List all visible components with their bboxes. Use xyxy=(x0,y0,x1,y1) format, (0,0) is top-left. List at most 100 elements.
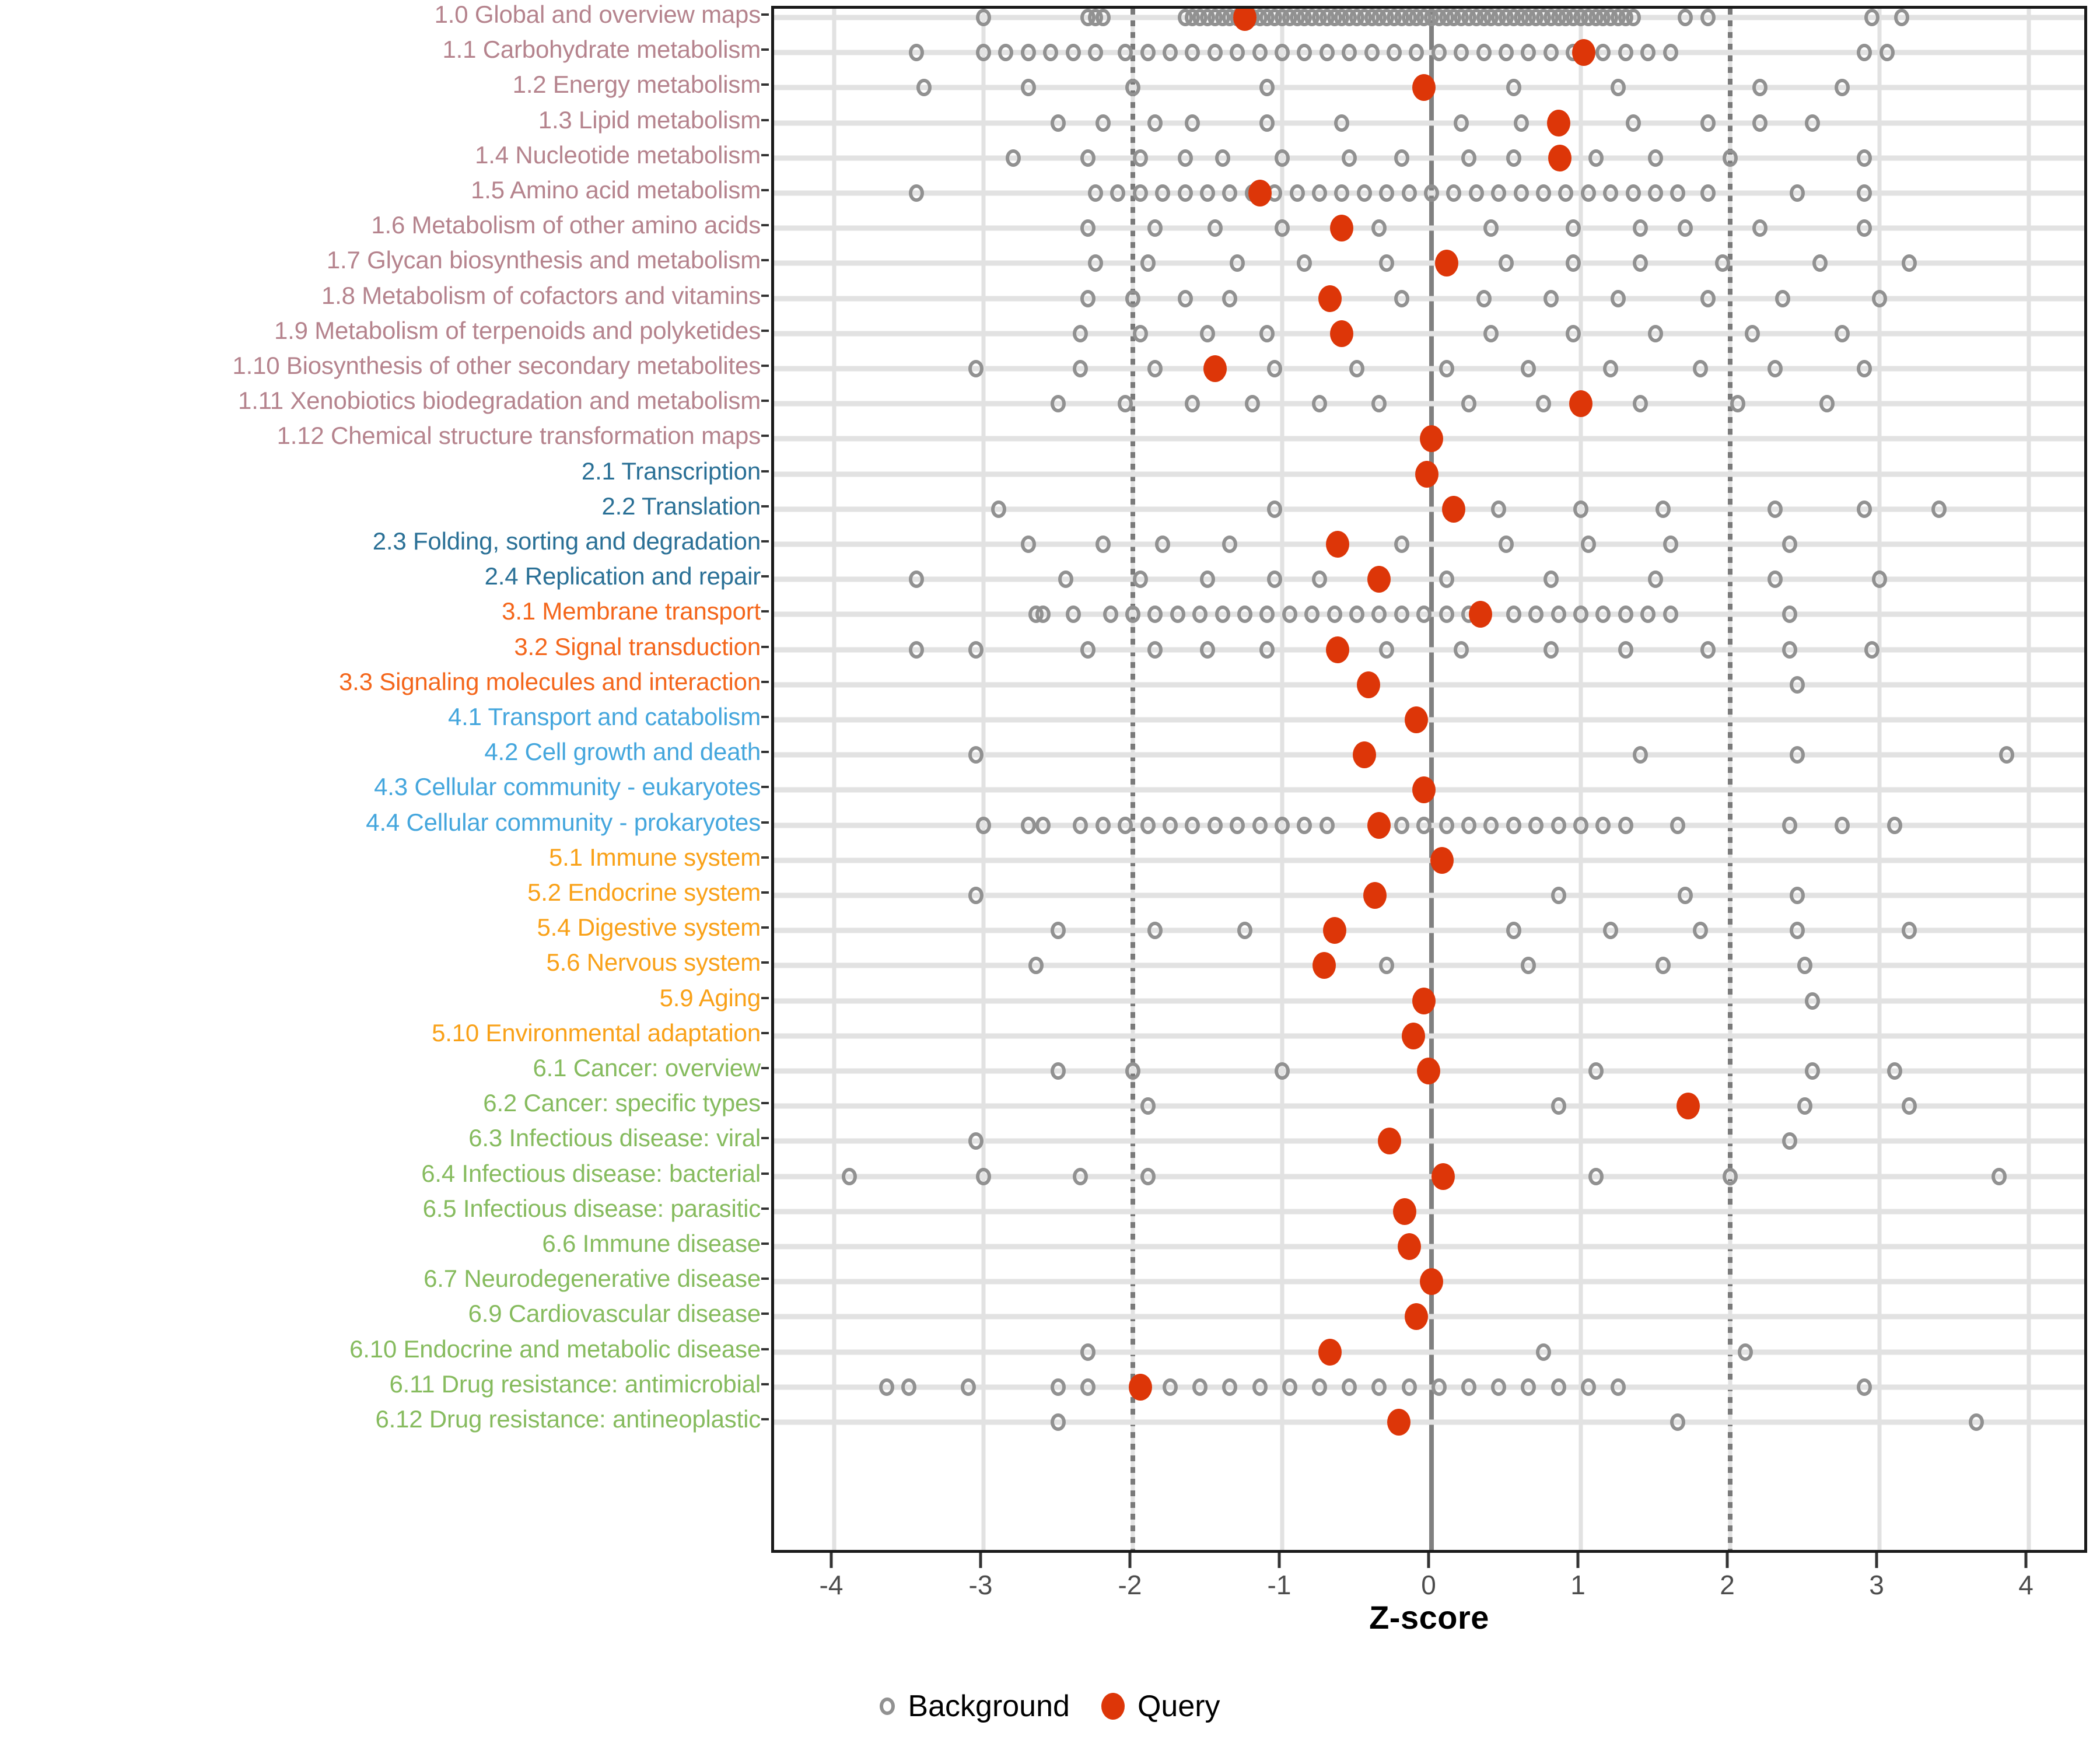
query-point[interactable] xyxy=(1378,1128,1402,1155)
query-point[interactable] xyxy=(1357,671,1381,698)
background-point xyxy=(1095,816,1111,834)
query-point[interactable] xyxy=(1325,531,1349,558)
y-axis-tick xyxy=(761,1242,769,1245)
background-point xyxy=(1065,606,1081,624)
query-point[interactable] xyxy=(1469,601,1493,628)
background-point xyxy=(1200,640,1215,659)
query-point[interactable] xyxy=(1416,1058,1440,1084)
background-point xyxy=(1528,606,1544,624)
background-point xyxy=(1185,114,1200,132)
background-point xyxy=(1521,1378,1536,1396)
query-point[interactable] xyxy=(1330,215,1354,242)
query-point[interactable] xyxy=(1318,285,1342,312)
query-point[interactable] xyxy=(1420,425,1443,453)
query-point[interactable] xyxy=(1392,1198,1416,1225)
background-point xyxy=(1394,536,1409,553)
background-point xyxy=(1342,149,1357,167)
background-point xyxy=(1140,254,1156,272)
y-axis-tick xyxy=(761,1172,769,1175)
query-point[interactable] xyxy=(1430,846,1454,874)
query-point[interactable] xyxy=(1363,882,1387,909)
query-point[interactable] xyxy=(1412,74,1436,102)
y-axis-tick xyxy=(761,856,769,859)
query-point[interactable] xyxy=(1248,180,1272,206)
query-point[interactable] xyxy=(1203,355,1227,382)
background-point xyxy=(1020,536,1036,553)
background-point xyxy=(1065,44,1081,62)
row-gridline xyxy=(774,682,2084,688)
query-point[interactable] xyxy=(1402,1022,1426,1049)
background-point xyxy=(1536,395,1551,413)
background-point xyxy=(1312,1378,1327,1396)
query-point[interactable] xyxy=(1405,706,1429,733)
y-axis-tick xyxy=(761,961,769,964)
x-axis-title: Z-score xyxy=(1369,1599,1489,1636)
background-point xyxy=(1483,816,1499,834)
row-gridline xyxy=(774,752,2084,758)
background-point xyxy=(1163,1378,1178,1396)
background-point xyxy=(1633,254,1648,272)
query-point[interactable] xyxy=(1442,495,1466,523)
background-point xyxy=(1125,289,1140,307)
query-point[interactable] xyxy=(1312,952,1336,979)
category-label: 6.11 Drug resistance: antimicrobial xyxy=(389,1370,761,1398)
query-point[interactable] xyxy=(1128,1373,1152,1401)
query-point[interactable] xyxy=(1367,566,1391,593)
query-point[interactable] xyxy=(1318,1338,1342,1366)
background-point xyxy=(1611,289,1626,307)
background-point xyxy=(1252,816,1268,834)
query-point[interactable] xyxy=(1412,776,1436,804)
category-label: 6.9 Cardiovascular disease xyxy=(468,1300,761,1328)
background-point xyxy=(1147,606,1163,624)
background-point xyxy=(1887,1062,1902,1080)
query-point[interactable] xyxy=(1548,144,1572,172)
query-point[interactable] xyxy=(1412,987,1436,1014)
query-point[interactable] xyxy=(1322,917,1346,944)
background-point xyxy=(1088,184,1103,202)
query-point[interactable] xyxy=(1569,390,1592,418)
background-point xyxy=(1566,254,1581,272)
legend-item-query[interactable]: Query xyxy=(1101,1689,1220,1724)
query-point[interactable] xyxy=(1432,1163,1455,1190)
y-axis-tick xyxy=(761,470,769,473)
query-point[interactable] xyxy=(1415,460,1439,488)
background-point xyxy=(961,1378,977,1396)
query-point[interactable] xyxy=(1330,320,1354,347)
background-point xyxy=(1185,44,1200,62)
y-axis-tick xyxy=(761,1102,769,1105)
query-point[interactable] xyxy=(1387,1409,1410,1436)
category-label: 1.8 Metabolism of cofactors and vitamins xyxy=(321,281,761,309)
background-point xyxy=(1058,570,1073,589)
category-label: 2.4 Replication and repair xyxy=(484,562,761,590)
query-point[interactable] xyxy=(1397,1233,1421,1260)
background-point xyxy=(1550,606,1566,624)
background-point xyxy=(1267,500,1283,518)
y-axis-tick xyxy=(761,1067,769,1069)
query-point[interactable] xyxy=(1420,1268,1443,1296)
category-label: 6.1 Cancer: overview xyxy=(533,1054,761,1082)
x-axis-tick-label: 0 xyxy=(1421,1570,1436,1600)
query-point[interactable] xyxy=(1676,1093,1700,1120)
background-point xyxy=(1521,44,1536,62)
background-point xyxy=(1416,816,1432,834)
row-gridline xyxy=(774,858,2084,863)
background-point xyxy=(1349,606,1364,624)
background-point xyxy=(1902,254,1917,272)
background-point xyxy=(1259,114,1275,132)
query-point[interactable] xyxy=(1434,250,1458,277)
query-point[interactable] xyxy=(1405,1303,1429,1331)
query-point[interactable] xyxy=(1546,109,1570,136)
query-point[interactable] xyxy=(1233,9,1256,31)
background-point xyxy=(968,1132,984,1150)
legend-item-background[interactable]: Background xyxy=(880,1689,1070,1724)
query-point[interactable] xyxy=(1367,811,1391,839)
background-point xyxy=(1147,922,1163,940)
legend: Background Query xyxy=(0,1680,2100,1732)
background-point xyxy=(1483,324,1499,342)
background-point xyxy=(1782,606,1798,624)
background-point xyxy=(1297,816,1312,834)
query-point[interactable] xyxy=(1352,741,1376,769)
query-point[interactable] xyxy=(1572,39,1596,66)
query-point[interactable] xyxy=(1325,636,1349,663)
background-point xyxy=(1051,1413,1066,1431)
